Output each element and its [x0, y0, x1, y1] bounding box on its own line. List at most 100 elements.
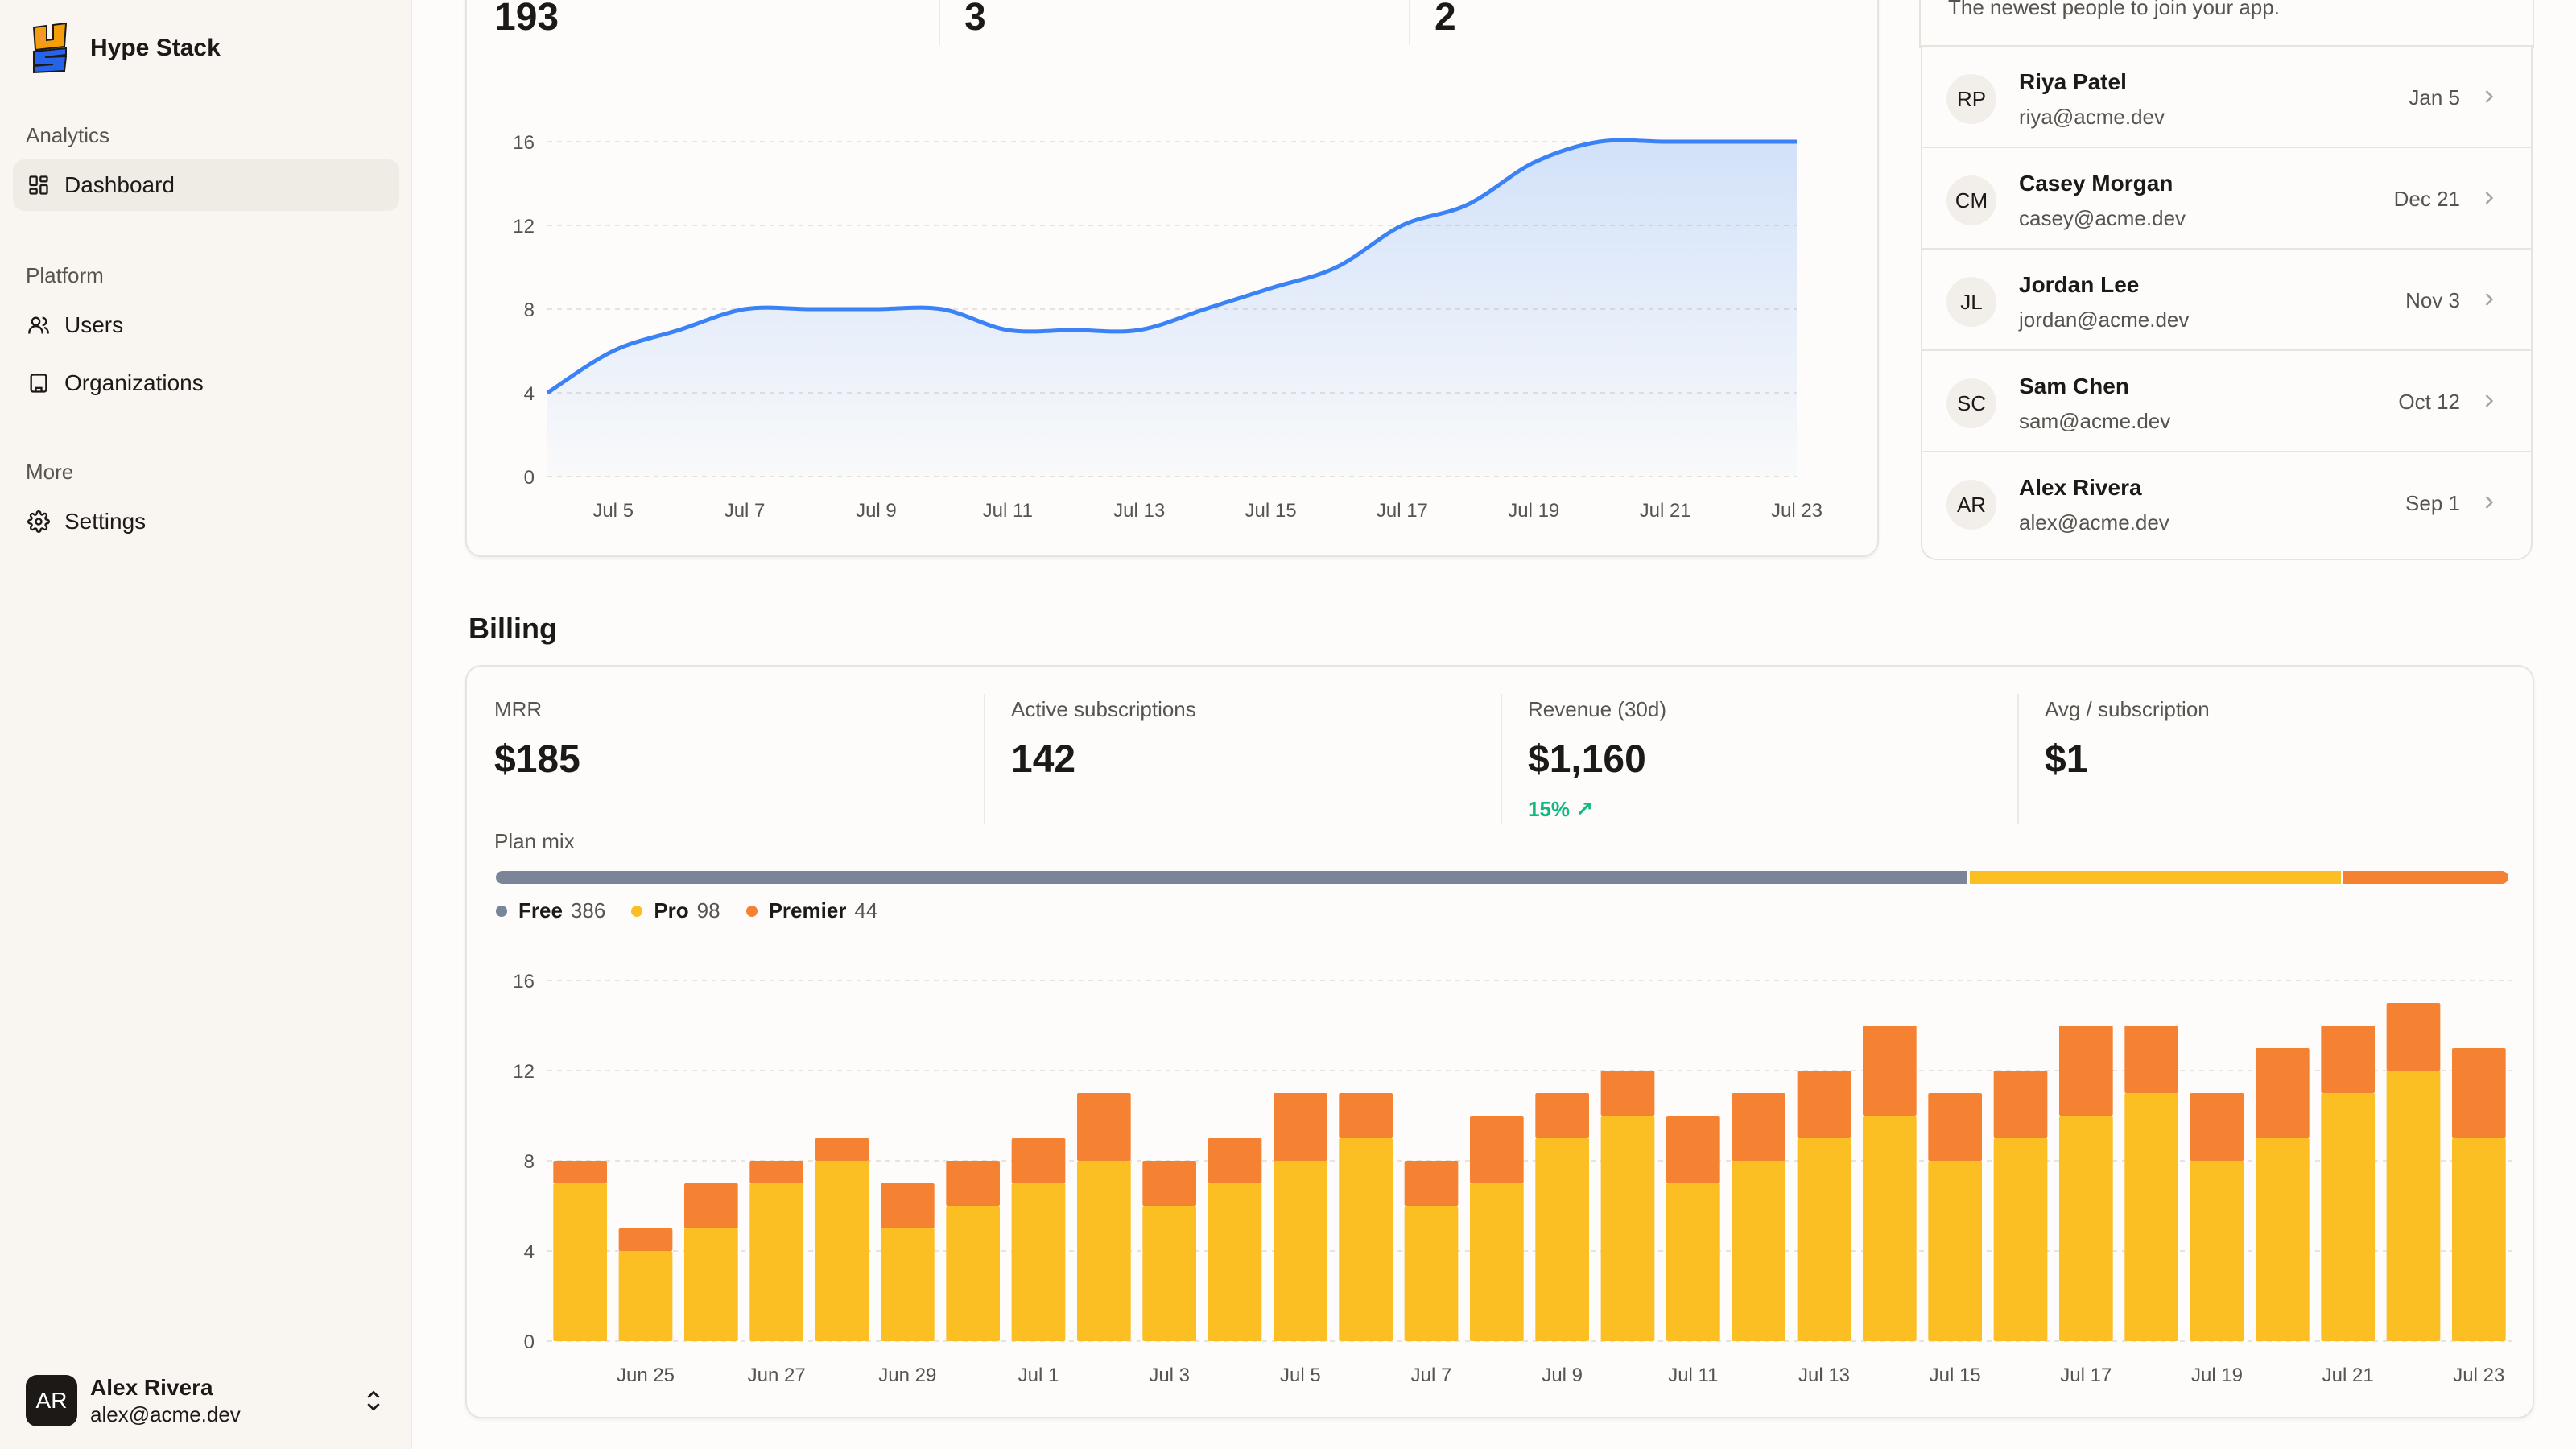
bar-segment-0[interactable] — [2386, 1071, 2441, 1341]
bar-segment-0[interactable] — [2058, 1116, 2113, 1341]
bar-segment-0[interactable] — [1666, 1183, 1720, 1341]
x-tick-label: Jul 9 — [856, 500, 897, 522]
sidebar-item-label: Dashboard — [64, 172, 175, 197]
bar-segment-1[interactable] — [2255, 1048, 2310, 1138]
bar-segment-1[interactable] — [1862, 1026, 1917, 1116]
legend-name: Premier — [768, 898, 847, 923]
bar-segment-1[interactable] — [1011, 1138, 1066, 1183]
signup-email: alex@acme.dev — [2019, 510, 2169, 535]
bar-segment-1[interactable] — [2058, 1026, 2113, 1116]
signups-list-header — [1919, 0, 2534, 48]
bar-segment-1[interactable] — [618, 1228, 673, 1251]
bar-segment-0[interactable] — [1076, 1161, 1131, 1341]
list-item[interactable]: SC Sam Chen sam@acme.dev Oct 12 — [1921, 349, 2533, 452]
list-item[interactable]: CM Casey Morgan casey@acme.dev Dec 21 — [1921, 147, 2533, 250]
bar-segment-1[interactable] — [2386, 1003, 2441, 1071]
bar-segment-0[interactable] — [1928, 1161, 1983, 1341]
bar-segment-1[interactable] — [815, 1138, 869, 1161]
list-item[interactable]: RP Riya Patel riya@acme.dev Jan 5 — [1921, 45, 2533, 148]
legend-dot — [745, 905, 758, 917]
bar-segment-0[interactable] — [815, 1161, 869, 1341]
bar-segment-0[interactable] — [1797, 1138, 1852, 1341]
bar-segment-0[interactable] — [683, 1228, 738, 1341]
chevron-right-icon — [2485, 394, 2494, 407]
bar-segment-0[interactable] — [618, 1251, 673, 1341]
bar-segment-0[interactable] — [1732, 1161, 1786, 1341]
revenue-value: $1,160 — [1528, 738, 1646, 781]
user-email: alex@acme.dev — [90, 1402, 241, 1426]
bar-segment-0[interactable] — [2124, 1093, 2179, 1341]
bar-segment-0[interactable] — [1208, 1183, 1262, 1341]
bar-segment-1[interactable] — [880, 1183, 935, 1228]
bar-segment-1[interactable] — [2190, 1093, 2244, 1161]
bar-segment-0[interactable] — [1404, 1206, 1459, 1341]
signup-email: jordan@acme.dev — [2019, 308, 2190, 332]
bar-segment-1[interactable] — [749, 1161, 804, 1183]
bar-segment-0[interactable] — [1339, 1138, 1393, 1341]
bar-segment-1[interactable] — [1339, 1093, 1393, 1138]
bar-segment-0[interactable] — [2321, 1093, 2376, 1341]
bar-segment-1[interactable] — [1142, 1161, 1197, 1206]
brand[interactable]: Hype Stack — [29, 23, 221, 74]
bar-segment-0[interactable] — [2190, 1161, 2244, 1341]
bar-segment-1[interactable] — [553, 1161, 608, 1183]
list-item[interactable]: AR Alex Rivera alex@acme.dev Sep 1 — [1921, 451, 2533, 560]
sidebar-item-users[interactable]: Users — [13, 299, 399, 351]
bar-segment-0[interactable] — [2451, 1138, 2506, 1341]
bar-segment-0[interactable] — [1273, 1161, 1327, 1341]
bar-segment-1[interactable] — [1600, 1071, 1655, 1116]
bar-segment-0[interactable] — [1011, 1183, 1066, 1341]
bar-segment-1[interactable] — [1993, 1071, 2048, 1138]
signups-subtitle: The newest people to join your app. — [1948, 0, 2280, 19]
x-tick-label: Jul 7 — [724, 500, 766, 522]
plan-mix-bar — [496, 871, 2508, 884]
x-tick-label: Jul 17 — [1377, 500, 1428, 522]
bar-segment-0[interactable] — [1862, 1116, 1917, 1341]
plan-segment-premier — [2340, 871, 2508, 884]
user-menu[interactable]: AR Alex Rivera alex@acme.dev — [26, 1372, 386, 1430]
bar-segment-1[interactable] — [2321, 1026, 2376, 1093]
chevron-right-icon — [2485, 90, 2494, 103]
bar-segment-1[interactable] — [1273, 1093, 1327, 1161]
sidebar-item-organizations[interactable]: Organizations — [13, 357, 399, 409]
bar-segment-0[interactable] — [1469, 1183, 1524, 1341]
mrr-label: MRR — [494, 697, 543, 721]
chevron-right-icon — [2485, 496, 2494, 509]
legend-dot — [496, 905, 507, 917]
bar-segment-0[interactable] — [553, 1183, 608, 1341]
bar-segment-0[interactable] — [1535, 1138, 1590, 1341]
x-tick-label: Jul 21 — [2322, 1364, 2374, 1386]
legend-count: 98 — [696, 898, 720, 923]
bar-segment-1[interactable] — [1076, 1093, 1131, 1161]
x-tick-label: Jul 1 — [1018, 1364, 1059, 1386]
bar-segment-0[interactable] — [1993, 1138, 2048, 1341]
bar-segment-1[interactable] — [683, 1183, 738, 1228]
bar-segment-1[interactable] — [2124, 1026, 2179, 1093]
sidebar-item-settings[interactable]: Settings — [13, 496, 399, 547]
bar-segment-0[interactable] — [946, 1206, 1001, 1341]
bar-segment-1[interactable] — [1666, 1116, 1720, 1183]
sidebar-item-dashboard[interactable]: Dashboard — [13, 159, 399, 211]
avg-subscription-label: Avg / subscription — [2045, 697, 2210, 721]
bar-segment-1[interactable] — [1797, 1071, 1852, 1138]
signup-date: Sep 1 — [2405, 491, 2460, 515]
avatar: RP — [1946, 74, 1996, 124]
bar-segment-0[interactable] — [1142, 1206, 1197, 1341]
x-tick-label: Jul 23 — [2453, 1364, 2504, 1386]
signup-date: Oct 12 — [2398, 390, 2460, 414]
x-tick-label: Jul 5 — [592, 500, 634, 522]
bar-segment-1[interactable] — [946, 1161, 1001, 1206]
bar-segment-1[interactable] — [1928, 1093, 1983, 1161]
bar-segment-1[interactable] — [1404, 1161, 1459, 1206]
bar-segment-1[interactable] — [1535, 1093, 1590, 1138]
bar-segment-0[interactable] — [2255, 1138, 2310, 1341]
bar-segment-0[interactable] — [880, 1228, 935, 1341]
bar-segment-1[interactable] — [1208, 1138, 1262, 1183]
bar-segment-0[interactable] — [1600, 1116, 1655, 1341]
bar-segment-1[interactable] — [2451, 1048, 2506, 1138]
list-item[interactable]: JL Jordan Lee jordan@acme.dev Nov 3 — [1921, 248, 2533, 351]
plan-segment-pro — [1967, 871, 2341, 884]
bar-segment-1[interactable] — [1732, 1093, 1786, 1161]
bar-segment-0[interactable] — [749, 1183, 804, 1341]
bar-segment-1[interactable] — [1469, 1116, 1524, 1183]
